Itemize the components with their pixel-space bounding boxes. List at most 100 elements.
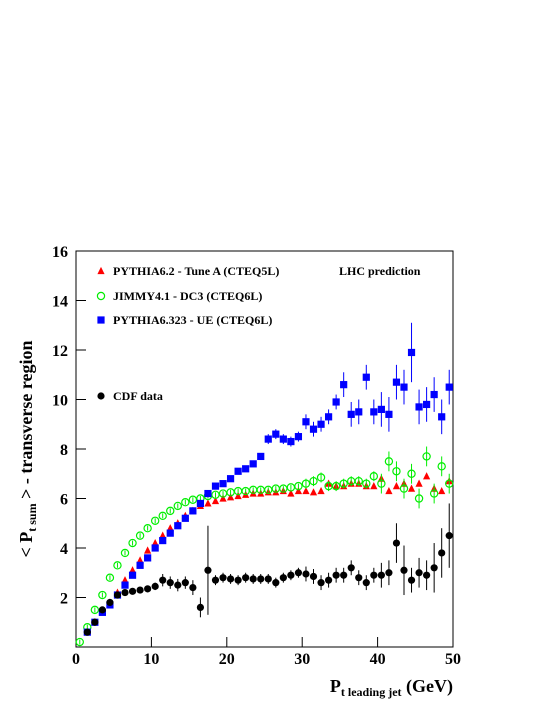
x-tick-label: 30 xyxy=(294,651,310,668)
x-label-part: P xyxy=(330,676,341,696)
data-point xyxy=(159,531,167,539)
data-point xyxy=(354,476,363,486)
data-point xyxy=(370,408,378,416)
data-point xyxy=(136,586,144,594)
data-point xyxy=(151,544,159,552)
data-point xyxy=(407,348,416,357)
data-point xyxy=(415,403,423,411)
data-point xyxy=(257,575,265,583)
data-point xyxy=(151,582,159,590)
y-tick-label: 14 xyxy=(52,294,68,311)
data-point xyxy=(211,482,220,490)
data-point xyxy=(166,529,174,537)
data-point xyxy=(226,493,235,501)
data-point xyxy=(362,479,371,488)
data-point xyxy=(407,484,416,492)
data-point xyxy=(226,475,235,483)
data-point xyxy=(377,479,386,488)
data-point xyxy=(414,494,424,503)
data-point xyxy=(355,574,363,582)
x-tick-label: 50 xyxy=(445,651,461,668)
data-point xyxy=(309,476,318,486)
data-point xyxy=(234,491,242,500)
data-point xyxy=(294,433,303,441)
data-point xyxy=(113,561,122,570)
legend-marker xyxy=(97,266,105,275)
data-point xyxy=(392,378,401,386)
legend-label: JIMMY4.1 - DC3 (CTEQ6L) xyxy=(113,289,262,303)
data-point xyxy=(264,575,272,583)
data-point xyxy=(189,507,197,515)
data-point xyxy=(370,482,378,490)
data-point xyxy=(189,584,197,592)
data-point xyxy=(430,390,438,399)
data-point xyxy=(392,539,401,547)
data-point xyxy=(226,575,235,583)
data-point xyxy=(400,383,408,391)
data-point xyxy=(324,576,333,584)
legend-label: CDF data xyxy=(113,389,163,403)
legend-label: PYTHIA6.323 - UE (CTEQ6L) xyxy=(113,313,272,327)
data-point xyxy=(302,486,310,495)
data-point xyxy=(339,479,348,488)
data-point xyxy=(204,566,212,574)
data-point xyxy=(287,571,295,579)
data-point xyxy=(128,587,137,595)
data-point xyxy=(242,574,250,582)
data-point xyxy=(166,579,174,587)
data-point xyxy=(385,486,393,495)
data-point xyxy=(438,413,446,421)
data-point xyxy=(159,536,167,545)
y-tick-label: 10 xyxy=(52,393,68,410)
x-tick-label: 0 xyxy=(72,651,80,668)
data-point xyxy=(287,489,295,497)
data-point xyxy=(135,531,145,540)
data-point xyxy=(317,579,325,587)
data-point xyxy=(279,574,287,582)
data-point xyxy=(113,591,122,599)
data-point xyxy=(415,569,423,577)
legend-label: PYTHIA6.2 - Tune A (CTEQ5L) xyxy=(113,264,279,278)
x-label-part: (GeV) xyxy=(402,676,453,697)
y-label-part: t sum xyxy=(25,503,39,531)
data-point xyxy=(332,398,340,406)
data-point xyxy=(181,498,190,507)
data-point xyxy=(340,571,348,579)
y-tick-label: 6 xyxy=(60,492,68,509)
data-point xyxy=(438,486,446,495)
data-point xyxy=(370,571,378,579)
data-point xyxy=(264,435,272,443)
data-point xyxy=(423,571,431,579)
data-point xyxy=(166,506,175,516)
data-point xyxy=(301,479,311,488)
y-axis-label: < Pt sum > - transverse region xyxy=(16,341,39,558)
data-point xyxy=(332,571,340,579)
data-point xyxy=(347,410,355,418)
data-point xyxy=(294,486,303,495)
data-point xyxy=(121,588,129,597)
data-point xyxy=(128,566,137,574)
data-point xyxy=(128,571,137,579)
x-tick-label: 10 xyxy=(143,651,159,668)
plot-frame xyxy=(75,250,454,648)
data-point xyxy=(144,585,152,593)
data-point xyxy=(128,538,137,548)
data-point xyxy=(234,576,242,584)
data-point xyxy=(144,546,152,554)
data-point xyxy=(98,606,106,614)
data-point xyxy=(75,637,84,647)
data-point xyxy=(121,576,129,584)
data-point xyxy=(98,590,107,600)
data-point xyxy=(105,573,115,582)
data-point xyxy=(399,484,409,493)
data-point xyxy=(437,462,446,471)
annotation: LHC prediction xyxy=(339,264,421,278)
data-point xyxy=(204,489,212,498)
data-point xyxy=(211,496,220,505)
data-point xyxy=(144,554,152,562)
data-point xyxy=(422,452,431,461)
data-point xyxy=(143,524,152,533)
x-tick-label: 40 xyxy=(370,651,386,668)
data-point xyxy=(136,556,144,564)
